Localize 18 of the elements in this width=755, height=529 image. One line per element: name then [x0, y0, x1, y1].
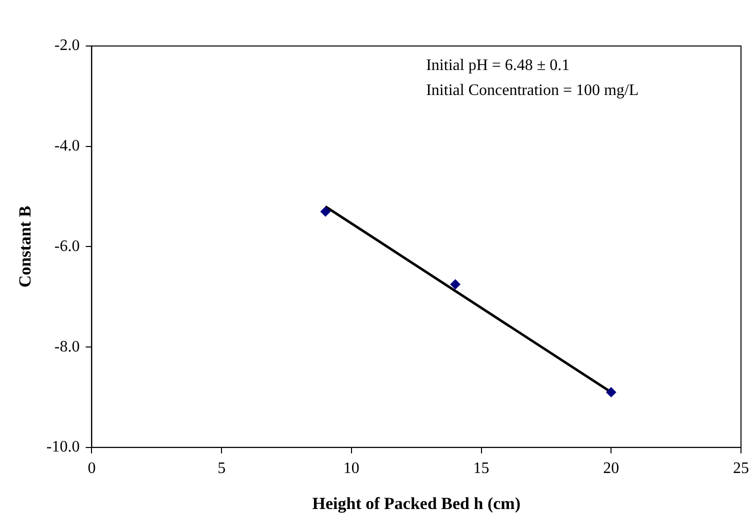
x-tick-label: 10: [343, 460, 360, 478]
annotation: Initial pH = 6.48 ± 0.1: [426, 57, 570, 74]
x-tick-label: 5: [218, 460, 226, 478]
y-tick-label: -2.0: [54, 37, 80, 54]
point: [450, 279, 460, 290]
x-tick-label: 15: [473, 460, 490, 478]
point: [606, 387, 616, 398]
y-tick-label: -4.0: [54, 138, 80, 155]
annotation: Initial Concentration = 100 mg/L: [426, 82, 639, 100]
x-tick-label: 25: [733, 460, 749, 478]
point: [320, 206, 330, 217]
x-tick-label: 0: [88, 460, 96, 478]
y-tick-label: -8.0: [54, 338, 80, 356]
x-axis-title: Height of Packed Bed h (cm): [312, 494, 520, 514]
y-tick-label: -10.0: [46, 438, 80, 456]
y-axis-title: Constant B: [16, 206, 35, 288]
y-tick-label: -6.0: [54, 238, 80, 255]
x-tick-label: 20: [603, 460, 620, 478]
